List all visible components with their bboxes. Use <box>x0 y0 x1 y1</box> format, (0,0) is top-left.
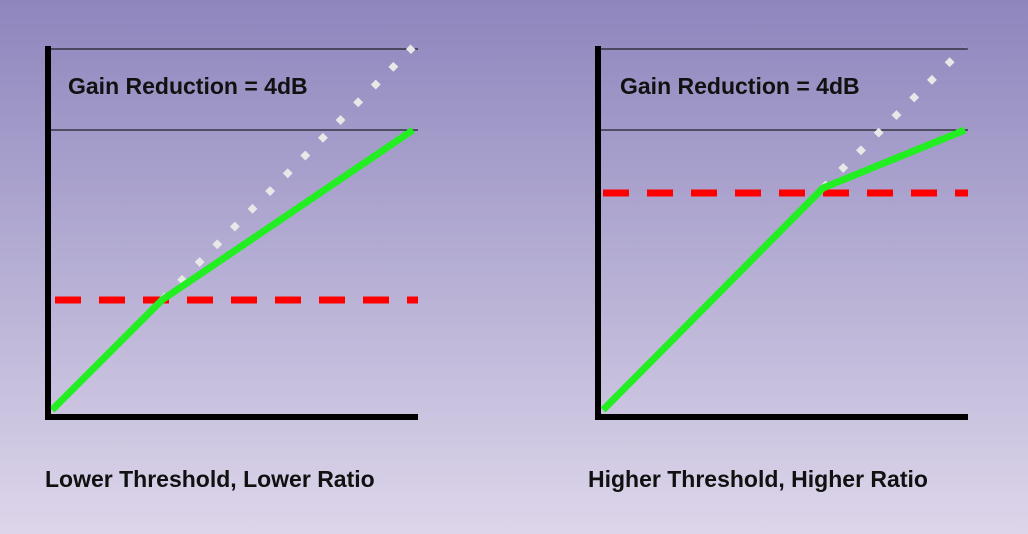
output-curve <box>49 127 415 413</box>
annotation: Gain Reduction = 4dB <box>68 73 308 99</box>
annotation: Gain Reduction = 4dB <box>620 73 860 99</box>
caption: Higher Threshold, Higher Ratio <box>588 466 928 492</box>
uncompressed-line <box>820 44 968 191</box>
uncompressed-line <box>159 44 416 303</box>
output-curve <box>600 126 967 413</box>
caption: Lower Threshold, Lower Ratio <box>45 466 375 492</box>
panel-left: Gain Reduction = 4dB Lower Threshold, Lo… <box>45 44 418 492</box>
panel-right: Gain Reduction = 4dB Higher Threshold, H… <box>588 44 968 492</box>
